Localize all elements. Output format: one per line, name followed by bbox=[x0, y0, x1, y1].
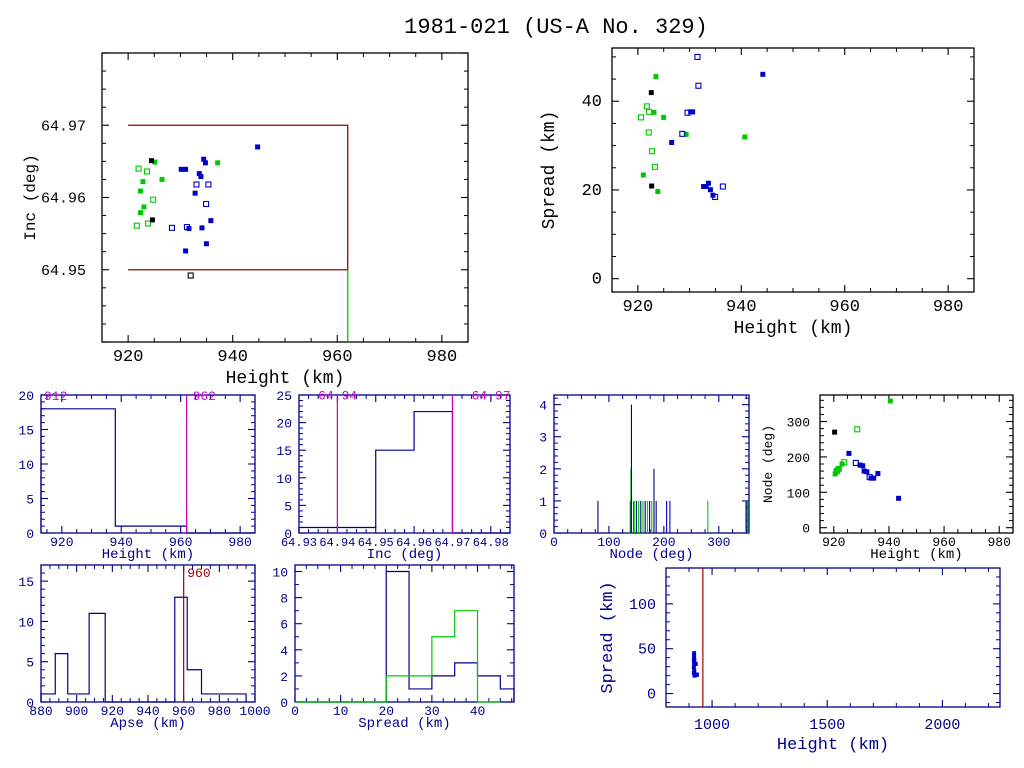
svg-text:980: 980 bbox=[933, 298, 964, 317]
svg-text:Inc (deg): Inc (deg) bbox=[22, 154, 40, 240]
svg-text:0: 0 bbox=[592, 271, 602, 290]
svg-text:Apse (km): Apse (km) bbox=[110, 716, 186, 732]
svg-text:900: 900 bbox=[65, 704, 88, 719]
svg-text:Node (deg): Node (deg) bbox=[609, 547, 693, 563]
svg-text:10: 10 bbox=[272, 566, 288, 581]
svg-text:5: 5 bbox=[284, 499, 292, 514]
svg-text:962: 962 bbox=[193, 389, 216, 404]
svg-text:5: 5 bbox=[26, 493, 34, 508]
svg-text:300: 300 bbox=[787, 416, 810, 431]
svg-text:64.98: 64.98 bbox=[473, 536, 509, 550]
svg-text:980: 980 bbox=[228, 535, 251, 550]
svg-text:Height (km): Height (km) bbox=[870, 547, 962, 563]
svg-text:20: 20 bbox=[276, 417, 292, 432]
svg-text:64.96: 64.96 bbox=[41, 191, 86, 208]
svg-text:Spread (km): Spread (km) bbox=[358, 716, 450, 732]
svg-text:2: 2 bbox=[280, 670, 288, 685]
svg-text:20: 20 bbox=[18, 389, 34, 404]
svg-text:10: 10 bbox=[18, 458, 34, 473]
svg-text:64.94: 64.94 bbox=[319, 536, 355, 550]
svg-text:20: 20 bbox=[582, 182, 602, 201]
svg-text:960: 960 bbox=[322, 348, 353, 367]
svg-text:8: 8 bbox=[280, 592, 288, 607]
svg-text:15: 15 bbox=[18, 424, 34, 439]
svg-text:0: 0 bbox=[291, 704, 299, 719]
svg-text:920: 920 bbox=[50, 535, 73, 550]
svg-text:3: 3 bbox=[539, 431, 547, 446]
svg-text:0: 0 bbox=[647, 687, 656, 704]
svg-text:50: 50 bbox=[638, 642, 656, 659]
svg-text:Height (km): Height (km) bbox=[734, 319, 853, 339]
svg-text:920: 920 bbox=[822, 535, 845, 550]
svg-text:0: 0 bbox=[802, 522, 810, 537]
svg-text:10: 10 bbox=[276, 472, 292, 487]
svg-text:0: 0 bbox=[280, 696, 288, 711]
svg-text:64.97: 64.97 bbox=[41, 118, 86, 135]
svg-text:100: 100 bbox=[629, 597, 656, 614]
svg-text:Node (deg): Node (deg) bbox=[761, 425, 776, 503]
svg-text:Spread (km): Spread (km) bbox=[599, 581, 618, 693]
svg-text:Height (km): Height (km) bbox=[777, 736, 889, 755]
svg-text:980: 980 bbox=[988, 535, 1011, 550]
svg-text:5: 5 bbox=[26, 656, 34, 671]
svg-text:0: 0 bbox=[26, 527, 34, 542]
svg-text:940: 940 bbox=[726, 298, 757, 317]
svg-text:4: 4 bbox=[280, 644, 288, 659]
svg-text:1000: 1000 bbox=[694, 717, 730, 734]
svg-text:Height (km): Height (km) bbox=[226, 369, 345, 389]
svg-text:0: 0 bbox=[26, 696, 34, 711]
svg-text:980: 980 bbox=[427, 348, 458, 367]
svg-text:0: 0 bbox=[284, 527, 292, 542]
svg-text:960: 960 bbox=[829, 298, 860, 317]
svg-text:Height (km): Height (km) bbox=[102, 547, 194, 563]
svg-text:912: 912 bbox=[44, 389, 67, 404]
svg-text:15: 15 bbox=[18, 575, 34, 590]
svg-text:300: 300 bbox=[707, 535, 730, 550]
svg-text:1500: 1500 bbox=[809, 717, 845, 734]
svg-text:64.97: 64.97 bbox=[472, 388, 511, 403]
svg-text:40: 40 bbox=[582, 93, 602, 112]
svg-text:40: 40 bbox=[470, 704, 486, 719]
svg-text:0: 0 bbox=[550, 535, 558, 550]
svg-text:200: 200 bbox=[787, 451, 810, 466]
svg-text:1000: 1000 bbox=[239, 704, 270, 719]
svg-text:64.94: 64.94 bbox=[318, 388, 357, 403]
svg-text:Spread (km): Spread (km) bbox=[540, 111, 560, 230]
svg-text:940: 940 bbox=[217, 348, 248, 367]
svg-text:25: 25 bbox=[276, 389, 292, 404]
svg-text:980: 980 bbox=[208, 704, 231, 719]
svg-text:920: 920 bbox=[623, 298, 654, 317]
svg-text:10: 10 bbox=[333, 704, 349, 719]
svg-text:64.95: 64.95 bbox=[41, 263, 86, 280]
svg-text:2000: 2000 bbox=[924, 717, 960, 734]
svg-text:10: 10 bbox=[18, 615, 34, 630]
svg-text:100: 100 bbox=[787, 486, 810, 501]
svg-text:960: 960 bbox=[187, 566, 210, 581]
svg-text:1: 1 bbox=[539, 495, 547, 510]
svg-text:6: 6 bbox=[280, 618, 288, 633]
svg-text:15: 15 bbox=[276, 444, 292, 459]
svg-text:4: 4 bbox=[539, 399, 547, 414]
svg-text:0: 0 bbox=[539, 527, 547, 542]
svg-text:920: 920 bbox=[113, 348, 144, 367]
svg-text:1981-021 (US-A No. 329): 1981-021 (US-A No. 329) bbox=[404, 15, 708, 40]
svg-text:2: 2 bbox=[539, 463, 547, 478]
svg-text:Inc (deg): Inc (deg) bbox=[367, 547, 443, 563]
